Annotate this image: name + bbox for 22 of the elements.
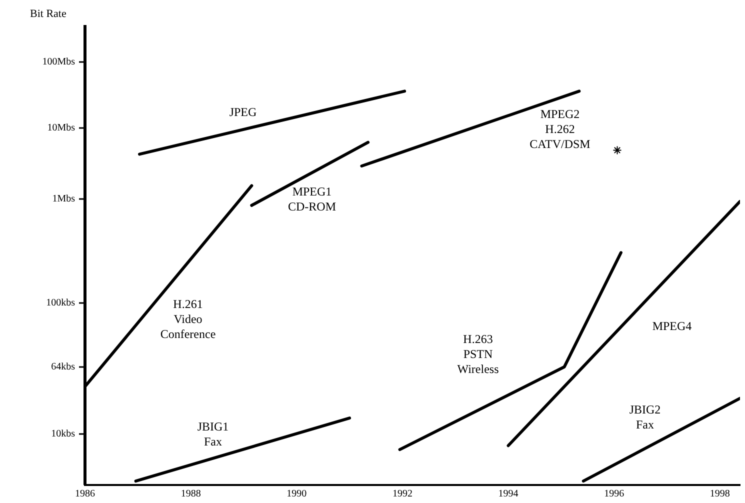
x-tick-label: 1988 [180, 488, 201, 500]
text: 64kbs [51, 362, 76, 373]
text: 10Mbs [47, 122, 76, 134]
annotation: H.261 Video Conference [160, 297, 216, 342]
annotation: JPEG [229, 105, 257, 120]
annotation: JBIG2 Fax [629, 402, 661, 432]
text: 100Mbs [42, 56, 76, 68]
x-tick-label: 1998 [710, 488, 730, 500]
x-tick-label: 1994 [498, 488, 518, 500]
annotation: MPEG2 H.262 CATV/DSM [530, 107, 591, 152]
text: Bit Rate [30, 8, 66, 20]
annotation: MPEG1 CD-ROM [288, 184, 336, 214]
annotation: JBIG1 Fax [197, 420, 229, 449]
x-tick-label: 1992 [392, 488, 412, 500]
text: 100kbs [46, 298, 76, 309]
x-tick-label: 1986 [75, 488, 95, 500]
x-tick-label: 1996 [604, 488, 624, 500]
annotation: MPEG4 [652, 319, 692, 334]
x-tick-label: 1990 [286, 488, 307, 500]
text: 10kbs [51, 428, 76, 440]
annotation: H.263 PSTN Wireless [457, 332, 500, 376]
text: 1Mbs [52, 194, 76, 205]
